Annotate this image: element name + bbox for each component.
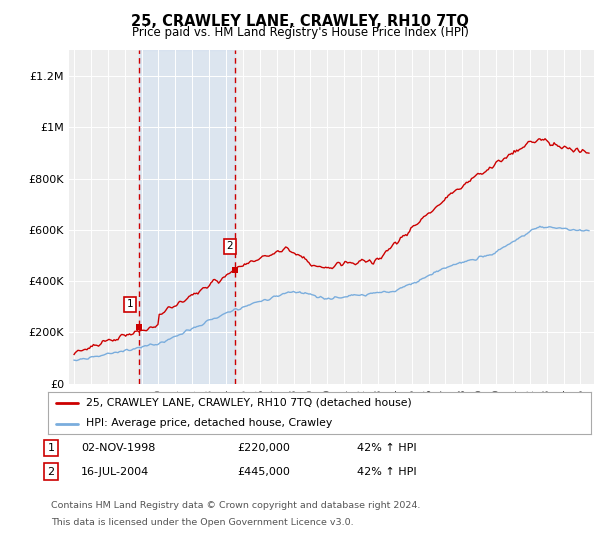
Text: 25, CRAWLEY LANE, CRAWLEY, RH10 7TQ (detached house): 25, CRAWLEY LANE, CRAWLEY, RH10 7TQ (det… (86, 398, 412, 408)
Text: 1: 1 (47, 443, 55, 453)
Text: Contains HM Land Registry data © Crown copyright and database right 2024.: Contains HM Land Registry data © Crown c… (51, 501, 421, 510)
Text: £220,000: £220,000 (237, 443, 290, 453)
Text: £445,000: £445,000 (237, 466, 290, 477)
Text: 2: 2 (227, 241, 233, 251)
Text: HPI: Average price, detached house, Crawley: HPI: Average price, detached house, Craw… (86, 418, 332, 428)
Text: This data is licensed under the Open Government Licence v3.0.: This data is licensed under the Open Gov… (51, 518, 353, 527)
Text: 42% ↑ HPI: 42% ↑ HPI (357, 466, 416, 477)
Bar (139, 50, 235, 384)
Text: 42% ↑ HPI: 42% ↑ HPI (357, 443, 416, 453)
Text: Price paid vs. HM Land Registry's House Price Index (HPI): Price paid vs. HM Land Registry's House … (131, 26, 469, 39)
Text: 16-JUL-2004: 16-JUL-2004 (81, 466, 149, 477)
Text: 25, CRAWLEY LANE, CRAWLEY, RH10 7TQ: 25, CRAWLEY LANE, CRAWLEY, RH10 7TQ (131, 14, 469, 29)
Text: 02-NOV-1998: 02-NOV-1998 (81, 443, 155, 453)
Text: 2: 2 (47, 466, 55, 477)
Text: 1: 1 (127, 299, 134, 309)
